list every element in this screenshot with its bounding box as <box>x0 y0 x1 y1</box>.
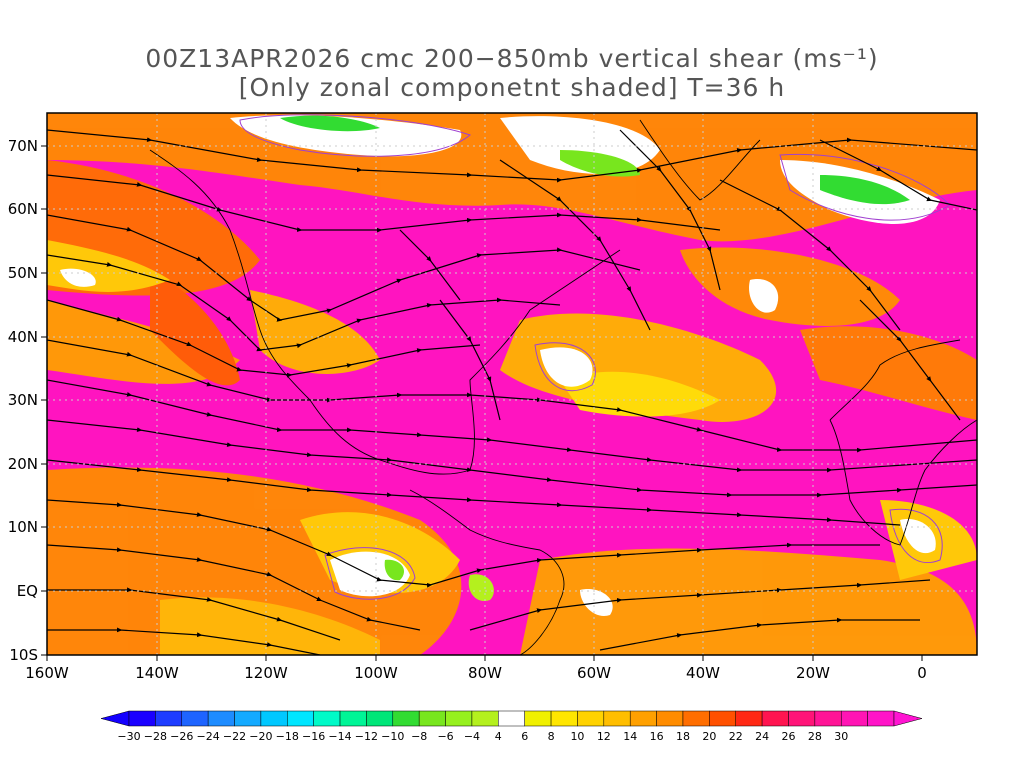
lat-label: 10N <box>8 518 38 536</box>
colorbar-label: 10 <box>570 730 584 743</box>
colorbar-over-arrow <box>893 710 923 727</box>
lat-labels: 70N 60N 50N 40N 30N 20N 10N EQ 10S <box>8 137 38 664</box>
lat-label: 60N <box>8 200 38 218</box>
lon-label: 160W <box>25 664 69 682</box>
colorbar-under-arrow <box>100 710 130 727</box>
lon-labels: 160W 140W 120W 100W 80W 60W 40W 20W 0 <box>25 664 927 682</box>
colorbar-swatch <box>524 710 552 727</box>
colorbar-swatch <box>682 710 710 727</box>
colorbar-swatch <box>656 710 684 727</box>
colorbar-label: −24 <box>197 730 220 743</box>
colorbar-swatch <box>577 710 605 727</box>
lat-label: 30N <box>8 391 38 409</box>
colorbar-swatch <box>181 710 209 727</box>
colorbar-labels: −30 −28 −26 −24 −22 −20 −18 −16 −14 −12 −10 −8 −6 −4 4… <box>117 730 848 743</box>
colorbar-swatch <box>287 710 314 727</box>
colorbar-label: 22 <box>729 730 743 743</box>
lon-label: 100W <box>354 664 398 682</box>
shaded-field <box>47 113 977 655</box>
colorbar-swatch <box>471 710 499 727</box>
lat-label: 70N <box>8 137 38 155</box>
colorbar-swatch <box>550 710 578 727</box>
colorbar-swatch <box>392 710 420 727</box>
colorbar-swatch <box>709 710 736 727</box>
colorbar-label: −4 <box>464 730 480 743</box>
colorbar-label: 28 <box>808 730 822 743</box>
colorbar-label: −6 <box>437 730 453 743</box>
colorbar-label: 16 <box>650 730 664 743</box>
colorbar-swatch <box>735 710 763 727</box>
colorbar-label: 4 <box>495 730 502 743</box>
colorbar-swatch <box>366 710 394 727</box>
lon-label: 120W <box>244 664 288 682</box>
colorbar <box>100 710 923 727</box>
colorbar-swatch <box>629 710 657 727</box>
colorbar-label: 20 <box>702 730 716 743</box>
colorbar-label: 6 <box>521 730 528 743</box>
colorbar-swatch <box>788 710 816 727</box>
lat-label: 10S <box>9 646 38 664</box>
lon-label: 60W <box>577 664 611 682</box>
colorbar-swatch <box>840 710 868 727</box>
lat-label: 40N <box>8 328 38 346</box>
colorbar-label: −10 <box>381 730 404 743</box>
colorbar-label: 14 <box>623 730 637 743</box>
map-title-line2: [Only zonal componetnt shaded] T=36 h <box>238 73 786 102</box>
colorbar-swatch <box>234 710 262 727</box>
colorbar-swatch <box>207 710 235 727</box>
colorbar-swatch <box>260 710 288 727</box>
colorbar-swatch <box>603 710 631 727</box>
colorbar-label: 18 <box>676 730 690 743</box>
colorbar-swatch <box>313 710 341 727</box>
lat-label: EQ <box>17 582 38 600</box>
lon-tick-marks <box>46 655 923 661</box>
colorbar-label: −18 <box>276 730 299 743</box>
colorbar-label: 12 <box>597 730 611 743</box>
colorbar-label: −20 <box>249 730 272 743</box>
colorbar-label: −14 <box>328 730 351 743</box>
colorbar-swatch <box>498 710 525 727</box>
lon-label: 140W <box>135 664 179 682</box>
colorbar-swatch <box>128 710 156 727</box>
colorbar-label: −28 <box>144 730 167 743</box>
colorbar-swatch <box>155 710 183 727</box>
colorbar-label: 8 <box>548 730 555 743</box>
lon-grid <box>156 113 814 655</box>
colorbar-label: −16 <box>302 730 325 743</box>
colorbar-swatch <box>418 710 446 727</box>
colorbar-swatch <box>761 710 789 727</box>
lat-label: 20N <box>8 455 38 473</box>
lat-tick-marks <box>41 145 47 656</box>
lat-label: 50N <box>8 264 38 282</box>
lon-label: 20W <box>796 664 830 682</box>
map-title-line1: 00Z13APR2026 cmc 200−850mb vertical shea… <box>145 44 879 73</box>
colorbar-label: −12 <box>355 730 378 743</box>
colorbar-swatch <box>339 710 367 727</box>
colorbar-swatch <box>867 710 895 727</box>
colorbar-label: −8 <box>411 730 427 743</box>
colorbar-label: −22 <box>223 730 246 743</box>
colorbar-label: −30 <box>117 730 140 743</box>
colorbar-label: 30 <box>834 730 848 743</box>
streamlines <box>47 129 977 655</box>
colorbar-swatch <box>814 710 842 727</box>
lon-label: 40W <box>686 664 720 682</box>
colorbar-label: −26 <box>170 730 193 743</box>
colorbar-label: 24 <box>755 730 769 743</box>
map-frame <box>46 112 978 656</box>
colorbar-swatch <box>445 710 473 727</box>
lon-label: 0 <box>917 664 927 682</box>
lon-label: 80W <box>468 664 502 682</box>
lat-grid <box>47 145 977 592</box>
colorbar-label: 26 <box>781 730 795 743</box>
